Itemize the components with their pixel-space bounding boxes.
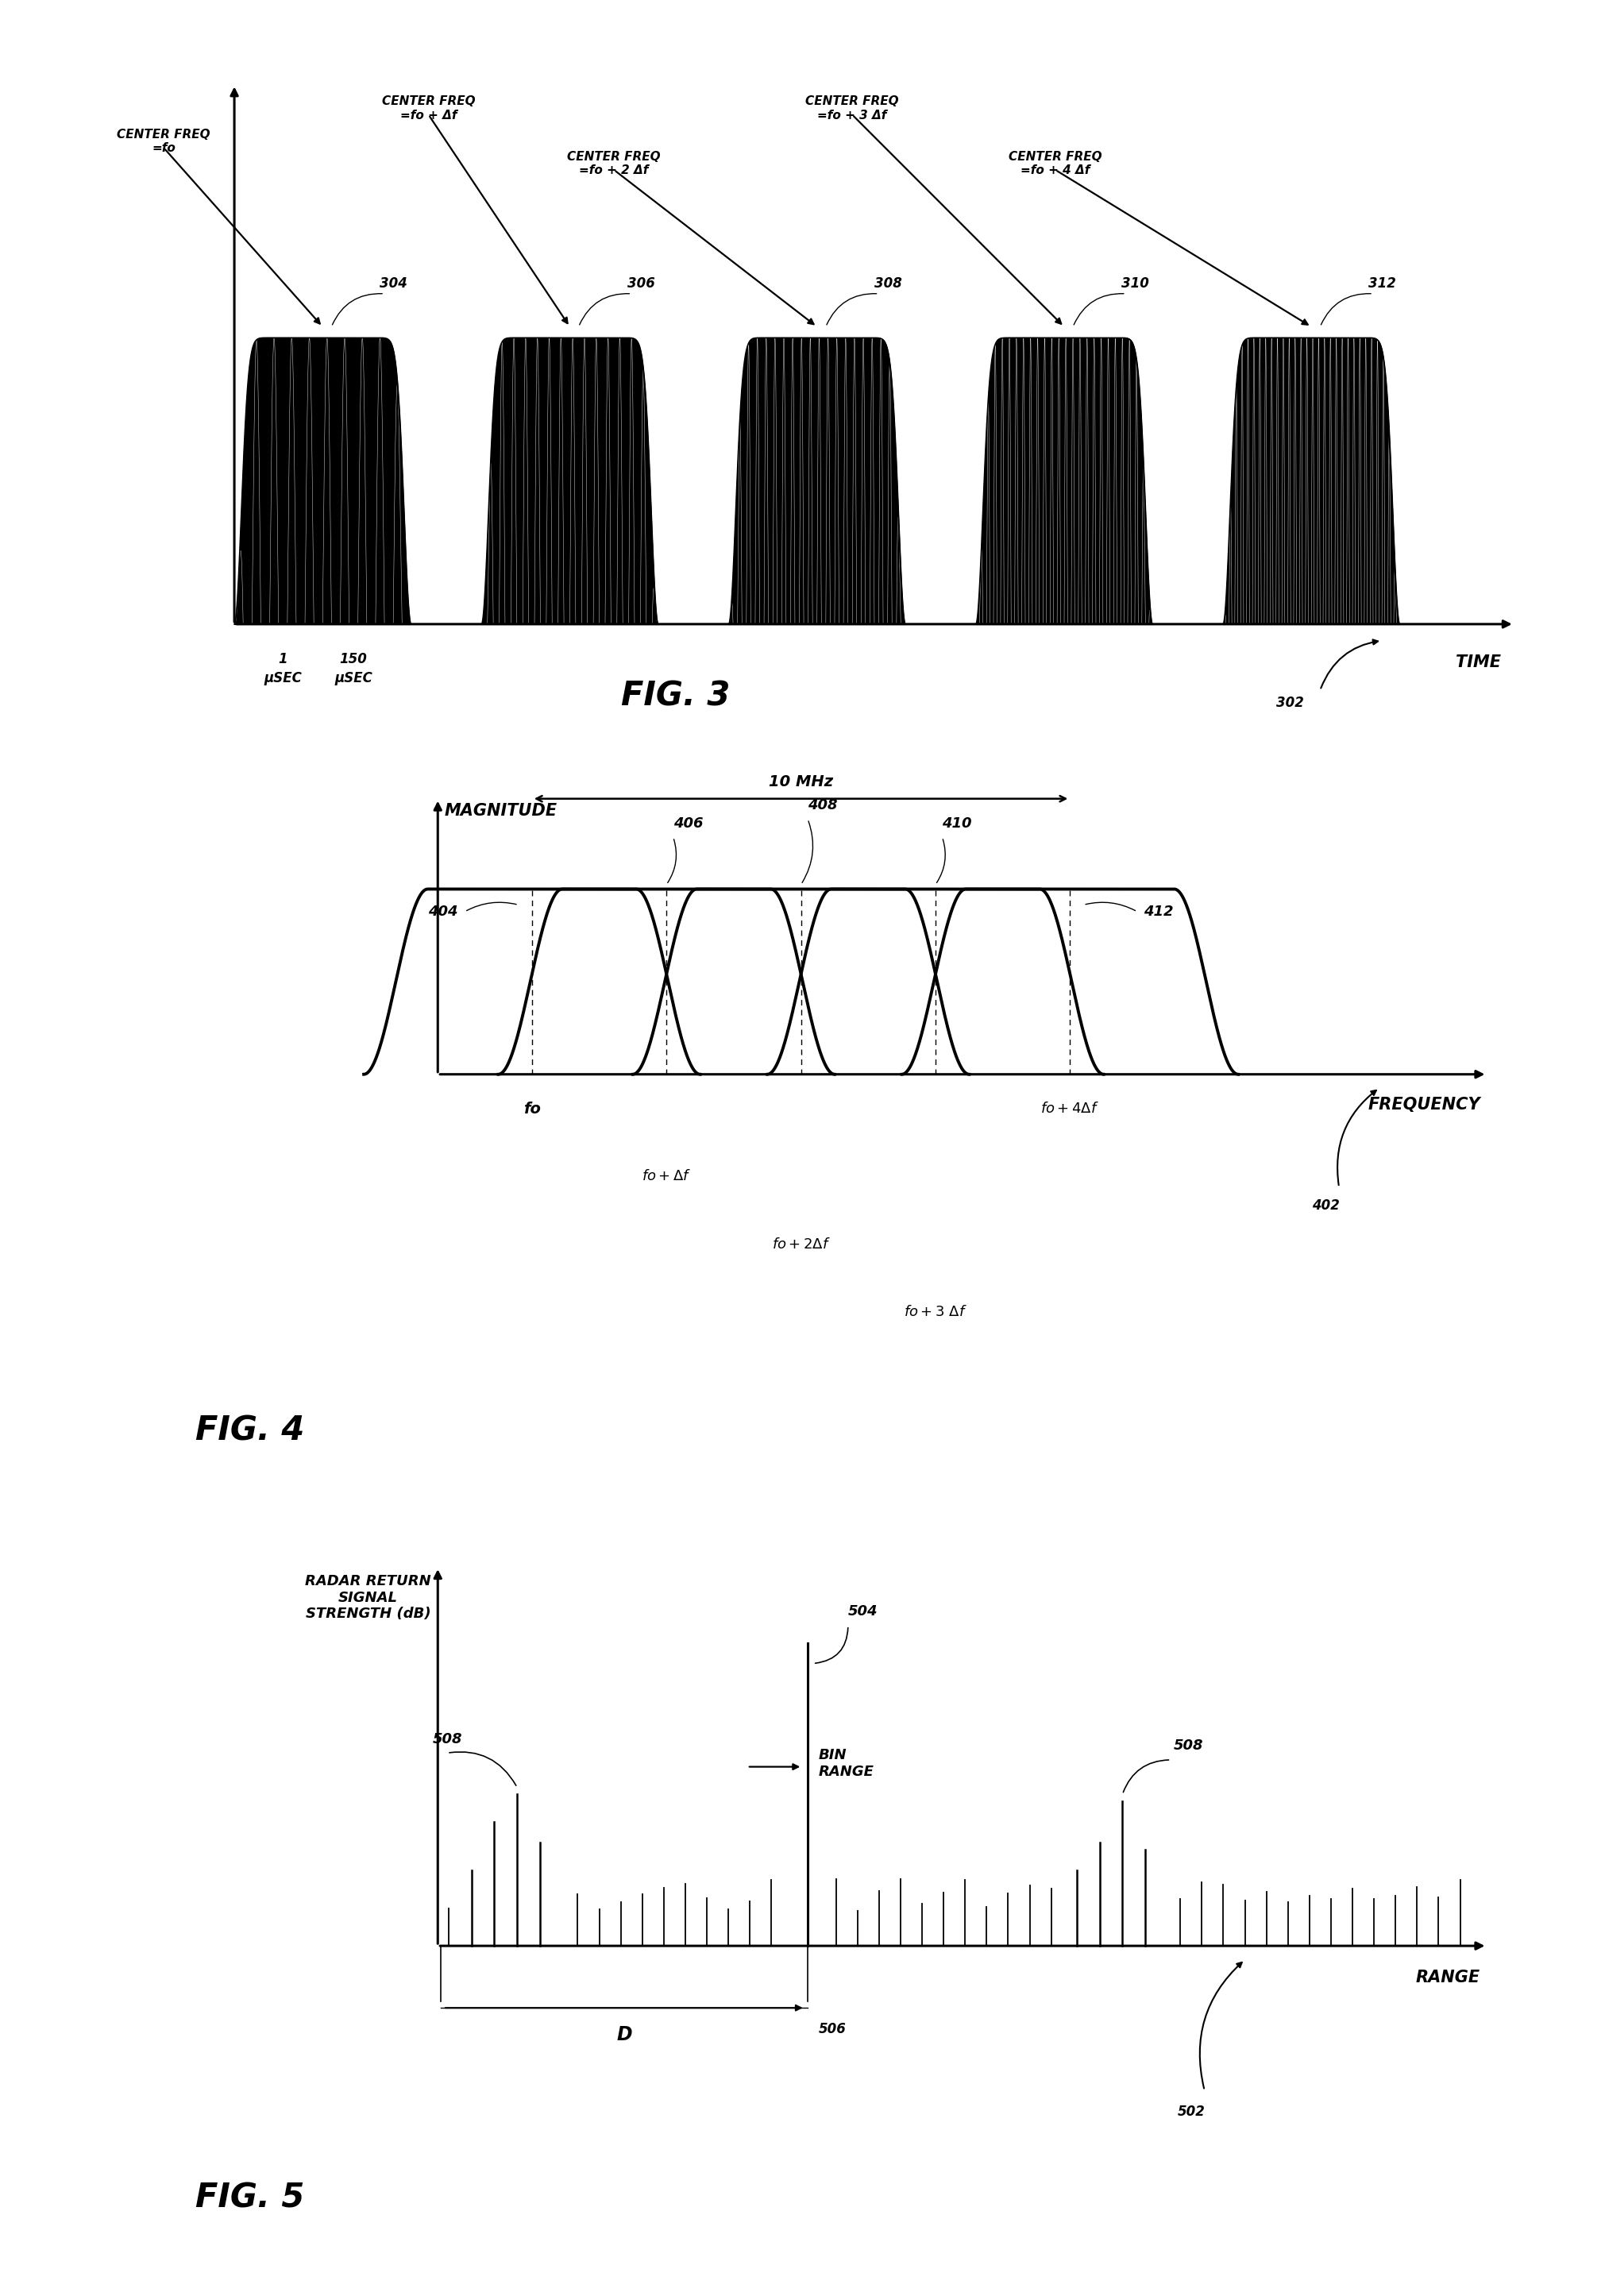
Text: 508: 508 [1173, 1738, 1204, 1754]
Text: 402: 402 [1313, 1199, 1340, 1212]
Text: FIG. 3: FIG. 3 [621, 680, 730, 712]
Text: 506: 506 [819, 2020, 846, 2037]
Text: CENTER FREQ
=fo + Δf: CENTER FREQ =fo + Δf [382, 96, 475, 122]
Text: 508: 508 [432, 1731, 462, 1745]
Text: 150: 150 [340, 652, 368, 666]
Text: $fo + 2\Delta f$: $fo + 2\Delta f$ [772, 1238, 830, 1251]
Text: 410: 410 [942, 815, 973, 831]
Text: 304: 304 [380, 278, 408, 292]
Text: 412: 412 [1144, 905, 1173, 918]
Text: 408: 408 [807, 799, 838, 813]
Text: RANGE: RANGE [1416, 1970, 1480, 1986]
Text: FIG. 5: FIG. 5 [196, 2181, 305, 2213]
Text: 406: 406 [672, 815, 703, 831]
Text: FREQUENCY: FREQUENCY [1367, 1097, 1480, 1114]
Text: D: D [616, 2025, 632, 2043]
Text: BIN
RANGE: BIN RANGE [819, 1747, 875, 1779]
Text: 308: 308 [875, 278, 902, 292]
Text: 404: 404 [429, 905, 457, 918]
Text: μSEC: μSEC [334, 670, 372, 684]
Text: 312: 312 [1369, 278, 1396, 292]
Text: μSEC: μSEC [263, 670, 302, 684]
Text: CENTER FREQ
=fo + 3 Δf: CENTER FREQ =fo + 3 Δf [806, 96, 899, 122]
Text: RADAR RETURN
SIGNAL
STRENGTH (dB): RADAR RETURN SIGNAL STRENGTH (dB) [305, 1575, 432, 1621]
Text: 504: 504 [847, 1605, 878, 1619]
Text: TIME: TIME [1456, 654, 1501, 670]
Text: CENTER FREQ
=fo + 2 Δf: CENTER FREQ =fo + 2 Δf [567, 152, 661, 177]
Text: 302: 302 [1276, 696, 1303, 709]
Text: CENTER FREQ
=fo + 4 Δf: CENTER FREQ =fo + 4 Δf [1008, 152, 1103, 177]
Text: 502: 502 [1178, 2103, 1205, 2119]
Text: MAGNITUDE: MAGNITUDE [445, 804, 557, 820]
Text: CENTER FREQ
=fo: CENTER FREQ =fo [117, 129, 210, 154]
Text: $fo + 4\Delta f$: $fo + 4\Delta f$ [1040, 1102, 1099, 1116]
Text: fo: fo [523, 1102, 541, 1116]
Text: FIG. 4: FIG. 4 [196, 1414, 305, 1446]
Text: 306: 306 [628, 278, 655, 292]
Text: 310: 310 [1122, 278, 1149, 292]
Text: 1: 1 [278, 652, 287, 666]
Text: $fo + \Delta f$: $fo + \Delta f$ [642, 1169, 692, 1182]
Text: 10 MHz: 10 MHz [769, 774, 833, 790]
Text: $fo + 3\ \Delta f$: $fo + 3\ \Delta f$ [904, 1304, 968, 1318]
